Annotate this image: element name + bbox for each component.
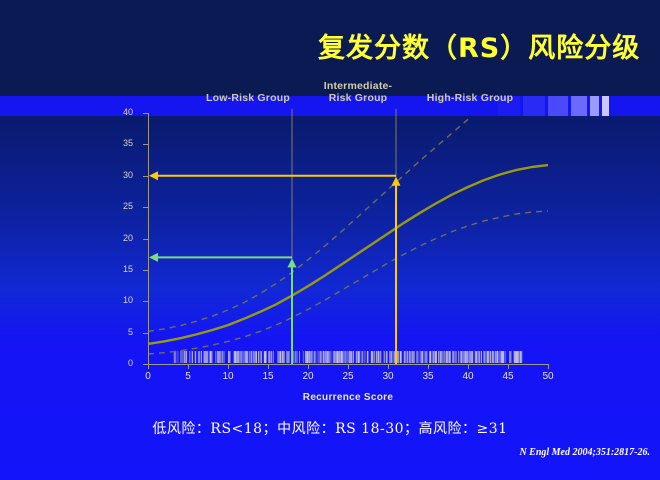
x-tick-label: 30 [382,371,394,382]
x-tick [348,364,349,369]
banner-block-4 [571,96,587,116]
x-tick-label: 25 [342,371,354,382]
risk-group-label-1: Low-Risk Group [178,92,318,104]
x-axis-title: Recurrence Score [302,392,394,403]
y-tick [143,207,148,209]
x-tick [308,364,309,369]
high-risk-arrow-head-left [149,171,158,181]
y-tick-label: 5 [127,326,133,337]
risk-group-label-line: High-Risk Group [426,92,514,104]
x-tick [548,364,549,369]
header-band [0,0,660,95]
banner-block-3 [548,96,568,116]
high-risk-arrow [149,171,401,364]
y-tick [143,301,148,303]
x-tick [228,364,229,369]
x-tick-label: 20 [302,371,314,382]
x-tick-label: 45 [502,371,514,382]
y-tick [143,269,148,271]
y-tick [143,113,148,114]
high-risk-arrow-head-up [391,176,401,186]
series-1 [147,163,549,346]
x-tick-label: 10 [222,371,234,382]
series-2 [147,118,469,333]
x-tick [148,364,149,369]
banner-block-6 [602,96,609,116]
x-tick [428,364,429,369]
y-tick-label: 10 [122,295,133,306]
risk-group-label-2: Intermediate- Risk Group [303,80,413,104]
y-tick [143,332,148,334]
low-risk-arrow-head-left [149,252,158,262]
banner-block-1 [498,96,520,116]
banner-block-2 [523,96,545,116]
x-tick-label: 0 [145,371,151,382]
y-tick-label: 35 [122,138,133,149]
x-tick [388,364,389,369]
banner-stripe [0,96,660,116]
x-tick [468,364,469,369]
x-tick [268,364,269,369]
x-tick-label: 50 [542,371,554,382]
banner-block-5 [590,96,599,116]
y-tick [143,175,148,177]
x-tick [188,364,189,369]
low-risk-arrow-head-up [287,258,297,268]
risk-group-label-line: Low-Risk Group [206,92,290,104]
risk-group-label-line: Risk Group [328,92,388,104]
banner-decoration-blocks [498,96,612,116]
y-tick-label: 20 [122,232,133,243]
y-tick-label: 40 [122,107,133,117]
risk-threshold-caption: 低风险：RS<18；中风险：RS 18-30；高风险：≥31 [152,421,508,437]
low-risk-arrow [149,252,297,364]
rug-plot [173,351,523,363]
page-title: 复发分数（RS）风险分级 [318,33,641,64]
y-tick-label: 25 [122,201,133,212]
citation-text: N Engl Med 2004;351:2817-26. [519,447,650,458]
y-axis-line [148,113,149,365]
x-tick-label: 35 [422,371,434,382]
y-tick-label: 15 [122,263,133,274]
x-tick-label: 40 [462,371,474,382]
x-tick-label: 5 [185,371,191,382]
risk-group-label-line: Intermediate- [323,80,393,92]
x-tick [508,364,509,369]
series-3 [147,210,549,355]
y-tick [143,364,148,365]
y-tick-label: 30 [122,169,133,180]
risk-group-label-3: High-Risk Group [410,92,530,104]
y-tick-label: 0 [127,358,133,368]
y-tick [143,238,148,240]
y-tick [143,144,148,146]
x-tick-label: 15 [262,371,274,382]
